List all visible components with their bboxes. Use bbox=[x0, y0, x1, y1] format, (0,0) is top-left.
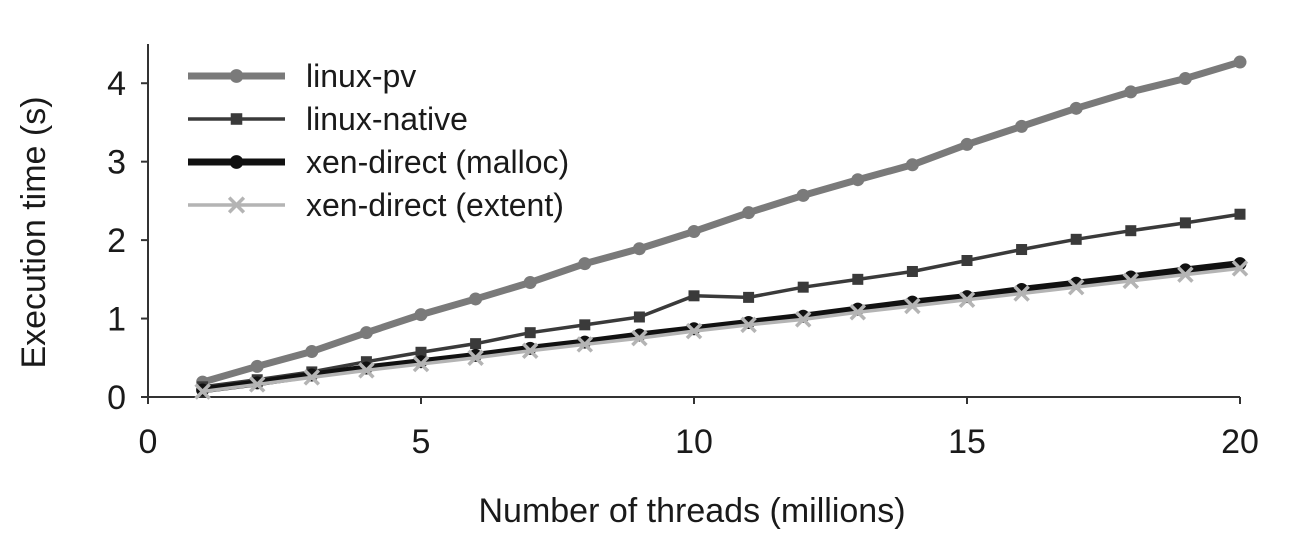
data-point bbox=[906, 265, 918, 277]
data-point bbox=[632, 242, 646, 256]
series-1 bbox=[197, 208, 1246, 393]
data-point bbox=[469, 292, 483, 306]
legend-label: linux-native bbox=[306, 101, 468, 137]
axes: 0 5 10 15 20 0 1 2 3 4 bbox=[107, 44, 1259, 461]
data-point bbox=[1067, 278, 1085, 296]
data-point bbox=[688, 290, 700, 302]
x-tick-label: 15 bbox=[948, 423, 986, 461]
series-line bbox=[201, 58, 1242, 386]
data-point bbox=[414, 308, 428, 322]
legend-label: xen-direct (extent) bbox=[306, 187, 564, 223]
series-0 bbox=[196, 55, 1247, 389]
data-point bbox=[415, 346, 427, 358]
data-point bbox=[743, 291, 755, 303]
data-point bbox=[1016, 244, 1028, 256]
data-point bbox=[960, 137, 974, 151]
data-point bbox=[742, 206, 756, 220]
data-point bbox=[467, 349, 484, 367]
data-point bbox=[849, 304, 867, 321]
x-tick-label: 5 bbox=[412, 423, 431, 461]
legend-swatch-marker bbox=[227, 196, 246, 214]
data-point bbox=[1179, 217, 1191, 229]
data-point bbox=[576, 336, 594, 353]
data-point bbox=[740, 316, 757, 334]
data-point bbox=[797, 281, 809, 293]
x-axis-ticks: 0 5 10 15 20 bbox=[139, 397, 1259, 461]
data-point bbox=[1124, 85, 1138, 99]
series-line bbox=[202, 260, 1241, 394]
legend: linux-pv linux-native xen-direct (malloc) x… bbox=[188, 58, 569, 223]
data-point bbox=[796, 188, 810, 202]
data-point bbox=[685, 322, 703, 340]
data-point bbox=[1013, 285, 1030, 302]
x-tick-label: 0 bbox=[139, 423, 158, 461]
legend-swatch-marker bbox=[229, 69, 244, 83]
data-point bbox=[305, 345, 319, 359]
legend-swatch-marker bbox=[229, 155, 244, 169]
data-point bbox=[631, 329, 648, 347]
data-point bbox=[470, 338, 482, 350]
data-point bbox=[794, 311, 812, 328]
data-point bbox=[248, 376, 266, 393]
x-tick-label: 20 bbox=[1221, 423, 1259, 461]
data-point bbox=[1125, 225, 1137, 237]
data-point bbox=[1177, 266, 1194, 283]
data-point bbox=[1231, 260, 1249, 277]
data-point bbox=[1015, 119, 1029, 133]
data-point bbox=[633, 311, 645, 323]
legend-swatch-marker bbox=[230, 113, 243, 125]
data-point bbox=[687, 224, 701, 238]
data-point bbox=[961, 255, 973, 267]
data-point bbox=[359, 326, 373, 340]
y-tick-label: 2 bbox=[107, 222, 126, 260]
y-tick-label: 1 bbox=[107, 301, 126, 339]
data-point bbox=[904, 297, 921, 315]
data-point bbox=[521, 342, 539, 359]
legend-label: linux-pv bbox=[306, 58, 416, 94]
series-line bbox=[202, 266, 1241, 394]
series-layer bbox=[194, 55, 1249, 400]
data-point bbox=[1178, 72, 1192, 86]
data-point bbox=[905, 158, 919, 172]
data-point bbox=[194, 383, 211, 400]
data-point bbox=[250, 359, 264, 373]
x-axis-title: Number of threads (millions) bbox=[478, 492, 905, 530]
data-point bbox=[851, 173, 865, 187]
legend-item: xen-direct (malloc) bbox=[188, 144, 569, 180]
legend-label: xen-direct (malloc) bbox=[306, 144, 569, 180]
series-3 bbox=[194, 260, 1249, 400]
series-line bbox=[202, 212, 1241, 389]
data-point bbox=[358, 362, 375, 379]
y-tick-label: 4 bbox=[107, 65, 126, 103]
data-point bbox=[1233, 55, 1247, 69]
data-point bbox=[412, 355, 430, 373]
legend-item: xen-direct (extent) bbox=[188, 187, 564, 223]
y-axis-ticks: 0 1 2 3 4 bbox=[107, 65, 148, 417]
data-point bbox=[1070, 233, 1082, 245]
data-point bbox=[579, 319, 591, 331]
data-point bbox=[578, 257, 592, 271]
data-point bbox=[1234, 208, 1246, 220]
y-tick-label: 0 bbox=[107, 379, 126, 417]
data-point bbox=[523, 275, 537, 289]
data-point bbox=[958, 291, 976, 308]
x-tick-label: 10 bbox=[675, 423, 713, 461]
data-point bbox=[1069, 101, 1083, 115]
data-point bbox=[524, 327, 536, 339]
data-point bbox=[303, 369, 321, 386]
y-tick-label: 3 bbox=[107, 144, 126, 182]
legend-item: linux-native bbox=[188, 101, 468, 137]
legend-item: linux-pv bbox=[188, 58, 416, 94]
data-point bbox=[852, 273, 864, 285]
data-point bbox=[1122, 272, 1140, 290]
y-axis-title: Execution time (s) bbox=[15, 96, 53, 368]
